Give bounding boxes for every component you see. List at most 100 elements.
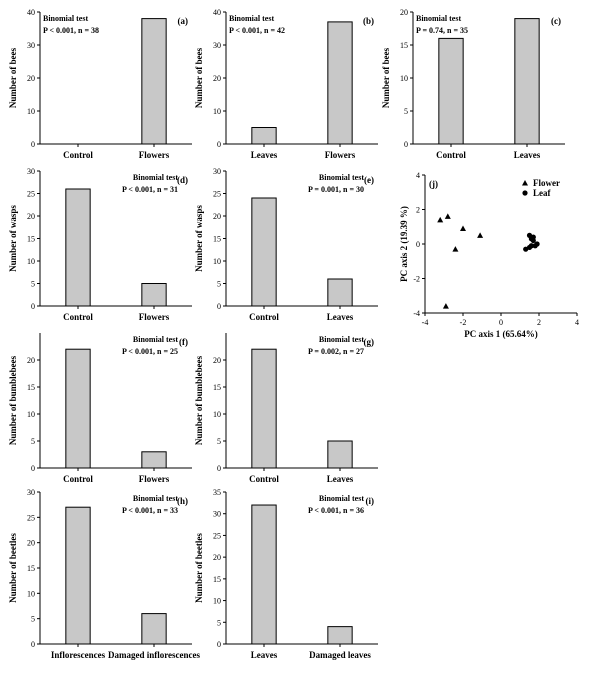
test-name: Binomial test [133, 335, 178, 344]
bar-leaves [327, 440, 353, 469]
y-axis-label: Number of beetles [8, 533, 18, 603]
test-name: Binomial test [43, 14, 88, 23]
y-tick-label: 25 [27, 190, 35, 199]
y-tick-label: 5 [217, 618, 221, 627]
y-tick-label: 10 [27, 410, 35, 419]
y-tick-label: 30 [213, 41, 221, 50]
y-tick-label: 15 [213, 383, 221, 392]
leaf-point [530, 237, 536, 244]
stat-result: P < 0.001, n = 42 [229, 26, 285, 35]
panel-label: (c) [551, 16, 561, 26]
bar-control [251, 197, 277, 307]
panel-f: 0 5 10 15 20 Control Flowers Number of bumblebe… [8, 333, 192, 484]
y-tick-label: 25 [213, 531, 221, 540]
y-tick-label: -2 [413, 275, 420, 284]
x-tick-label: -2 [460, 318, 467, 327]
test-name: Binomial test [416, 14, 461, 23]
stat-result: P < 0.001, n = 33 [122, 506, 178, 515]
x-tick-label: Leaves [514, 150, 541, 160]
panel-label: (i) [366, 496, 375, 506]
x-tick-label: Leaves [327, 474, 354, 484]
y-axis-label: Number of beetles [194, 533, 204, 603]
y-axis-label: Number of bees [8, 47, 18, 108]
panel-d: 0 5 10 15 20 25 30 Control Flowers Number of wasp… [8, 167, 192, 322]
x-tick-label: Flowers [325, 150, 356, 160]
bar-control [438, 37, 464, 145]
panel-h: 0 5 10 15 20 25 30 Inflorescences Damaged inflor… [8, 488, 201, 660]
y-tick-label: 20 [400, 8, 408, 17]
y-tick-label: 0 [31, 302, 35, 311]
y-tick-label: 2 [416, 206, 420, 215]
test-name: Binomial test [229, 14, 274, 23]
stat-result: P = 0.001, n = 30 [308, 185, 364, 194]
y-tick-label: 10 [27, 257, 35, 266]
y-tick-label: 30 [213, 167, 221, 176]
flower-point [442, 303, 449, 309]
stat-result: P = 0.74, n = 35 [416, 26, 468, 35]
y-tick-label: 20 [213, 212, 221, 221]
leaf-point [532, 243, 538, 249]
y-tick-label: 5 [31, 615, 35, 624]
y-axis-label: Number of bees [194, 47, 204, 108]
y-tick-label: 20 [27, 212, 35, 221]
x-tick-label: Control [63, 312, 93, 322]
y-tick-label: 5 [31, 280, 35, 289]
legend-marker-leaf [522, 190, 528, 196]
x-tick-label: Leaves [251, 650, 278, 660]
bar-control [251, 348, 277, 469]
x-tick-label: Damaged inflorescences [108, 650, 201, 660]
y-tick-label: 10 [27, 107, 35, 116]
legend-label-leaf: Leaf [533, 188, 551, 198]
panel-b: 0 10 20 30 40 Leaves Flowers Number of bees (b) B… [194, 8, 378, 160]
y-tick-label: 0 [31, 140, 35, 149]
bar-inflorescences [65, 506, 91, 645]
panel-label: (e) [364, 175, 374, 185]
y-tick-label: 25 [213, 190, 221, 199]
y-axis-label: Number of bumblebees [8, 355, 18, 445]
x-tick-label: Leaves [251, 150, 278, 160]
y-tick-label: 15 [27, 564, 35, 573]
panel-i: 0 5 10 15 20 25 30 35 Leaves Damaged leaves Number… [194, 488, 378, 660]
flower-point [452, 246, 459, 252]
y-tick-label: 10 [400, 74, 408, 83]
y-tick-label: 0 [404, 140, 408, 149]
y-tick-label: 20 [213, 74, 221, 83]
x-tick-label: 4 [575, 318, 579, 327]
panel-a: 0 10 20 30 40 Control Flowers Number of bees (a)… [8, 8, 192, 160]
y-tick-label: 20 [27, 356, 35, 365]
test-name: Binomial test [133, 494, 178, 503]
test-name: Binomial test [319, 335, 364, 344]
stat-result: P < 0.001, n = 38 [43, 26, 99, 35]
x-axis-label: PC axis 1 (65.64%) [464, 329, 538, 339]
y-tick-label: 0 [416, 240, 420, 249]
panel-c: 0 5 10 15 20 Control Leaves Number of bees (c) Bi… [381, 8, 565, 160]
x-tick-label: Control [63, 150, 93, 160]
bar-leaves [251, 504, 277, 645]
y-tick-label: 30 [27, 488, 35, 497]
y-axis-label: Number of wasps [194, 205, 204, 272]
y-tick-label: 30 [27, 167, 35, 176]
x-tick-label: -4 [422, 318, 429, 327]
y-tick-label: 0 [31, 640, 35, 649]
panel-label: (b) [363, 16, 374, 26]
flower-point [477, 232, 484, 238]
x-tick-label: Damaged leaves [309, 650, 371, 660]
bar-leaves [251, 127, 277, 145]
bar-flowers [141, 451, 167, 469]
y-tick-label: 20 [27, 539, 35, 548]
y-tick-label: 15 [213, 575, 221, 584]
y-tick-label: 20 [213, 356, 221, 365]
y-tick-label: 5 [217, 280, 221, 289]
flower-point [444, 213, 451, 219]
y-axis-label: PC axis 2 (19.39 %) [399, 206, 409, 282]
bar-flowers [327, 21, 353, 145]
y-tick-label: 0 [31, 464, 35, 473]
x-tick-label: Flowers [139, 474, 170, 484]
y-tick-label: 10 [213, 107, 221, 116]
y-tick-label: 30 [213, 510, 221, 519]
y-tick-label: 40 [213, 8, 221, 17]
stat-result: P < 0.001, n = 36 [308, 506, 364, 515]
leaf-point [523, 246, 529, 252]
panel-e: 0 5 10 15 20 25 30 Control Leaves Number of wasps… [194, 167, 378, 322]
